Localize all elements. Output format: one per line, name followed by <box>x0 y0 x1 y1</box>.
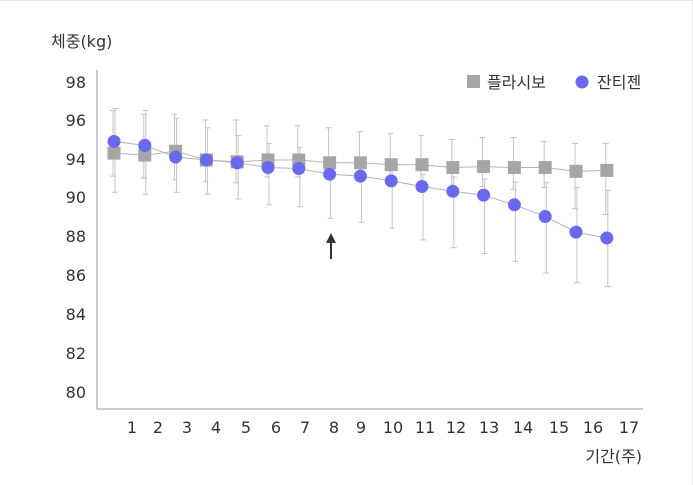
placebo-marker <box>138 148 152 162</box>
x-tick-label: 15 <box>549 418 569 437</box>
xanthigen-marker <box>353 169 367 183</box>
placebo-marker <box>538 161 552 175</box>
placebo-marker <box>107 146 121 160</box>
placebo-marker <box>477 160 491 174</box>
y-tick-label: 98 <box>66 73 86 92</box>
legend: 플라시보 잔티젠 <box>467 73 641 92</box>
xanthigen-marker <box>477 188 491 202</box>
xanthigen-marker <box>138 138 152 152</box>
x-tick-label: 11 <box>415 418 435 437</box>
xanthigen-marker <box>507 198 521 212</box>
x-tick-label: 10 <box>383 418 403 437</box>
xanthigen-marker <box>323 167 337 181</box>
xanthigen-marker <box>292 162 306 175</box>
placebo-marker <box>507 161 521 175</box>
arrow-head <box>326 233 336 243</box>
legend-xanthigen-label: 잔티젠 <box>597 73 641 92</box>
x-tick-label: 1 <box>127 418 137 437</box>
xanthigen-marker <box>199 153 213 167</box>
y-tick-labels: 80 82 84 86 88 90 94 96 98 <box>66 73 86 402</box>
x-tick-label: 5 <box>241 418 251 437</box>
x-tick-labels: 1 2 3 4 5 6 7 8 9 10 11 12 13 14 15 16 17 <box>127 418 639 437</box>
x-tick-label: 8 <box>329 418 339 437</box>
xanthigen-marker <box>261 161 275 175</box>
placebo-marker <box>323 156 337 170</box>
series-lines <box>113 140 607 239</box>
y-tick-label: 96 <box>66 111 86 130</box>
placebo-marker <box>353 156 367 170</box>
xanthigen-marker <box>600 231 614 245</box>
legend-xanthigen-swatch <box>575 75 589 89</box>
y-tick-label: 80 <box>66 383 86 402</box>
xanthigen-marker <box>384 174 398 188</box>
x-tick-label: 9 <box>356 418 366 437</box>
placebo-marker <box>600 163 614 177</box>
series-line <box>113 140 607 239</box>
x-tick-label: 4 <box>211 418 221 437</box>
xanthigen-marker <box>446 184 460 198</box>
y-tick-label: 88 <box>66 227 86 246</box>
x-tick-label: 14 <box>513 418 533 437</box>
annotation-arrow <box>326 233 336 259</box>
x-tick-label: 17 <box>619 418 639 437</box>
x-tick-label: 3 <box>182 418 192 437</box>
x-tick-label: 16 <box>583 418 603 437</box>
placebo-marker <box>569 164 583 178</box>
xanthigen-marker <box>538 210 552 223</box>
error-bars <box>110 108 611 288</box>
data-markers <box>107 134 614 245</box>
y-tick-label: 90 <box>66 188 86 207</box>
legend-placebo-label: 플라시보 <box>487 73 546 92</box>
placebo-marker <box>384 158 398 172</box>
y-tick-label: 84 <box>66 305 86 324</box>
y-tick-label: 82 <box>66 344 86 363</box>
x-tick-label: 7 <box>300 418 310 437</box>
xanthigen-marker <box>107 134 121 148</box>
x-axis-label: 기간(주) <box>585 447 642 466</box>
y-tick-label: 86 <box>66 266 86 285</box>
xanthigen-marker <box>415 180 429 194</box>
placebo-marker <box>415 158 429 172</box>
y-tick-label: 94 <box>66 150 86 169</box>
xanthigen-marker <box>230 156 244 170</box>
x-tick-label: 2 <box>153 418 163 437</box>
x-tick-label: 13 <box>479 418 499 437</box>
xanthigen-marker <box>569 225 583 239</box>
y-axis-label: 체중(kg) <box>51 32 112 51</box>
placebo-marker <box>446 161 460 175</box>
x-tick-label: 12 <box>446 418 466 437</box>
xanthigen-marker <box>169 150 183 164</box>
x-tick-label: 6 <box>271 418 281 437</box>
legend-placebo-swatch <box>467 75 480 88</box>
